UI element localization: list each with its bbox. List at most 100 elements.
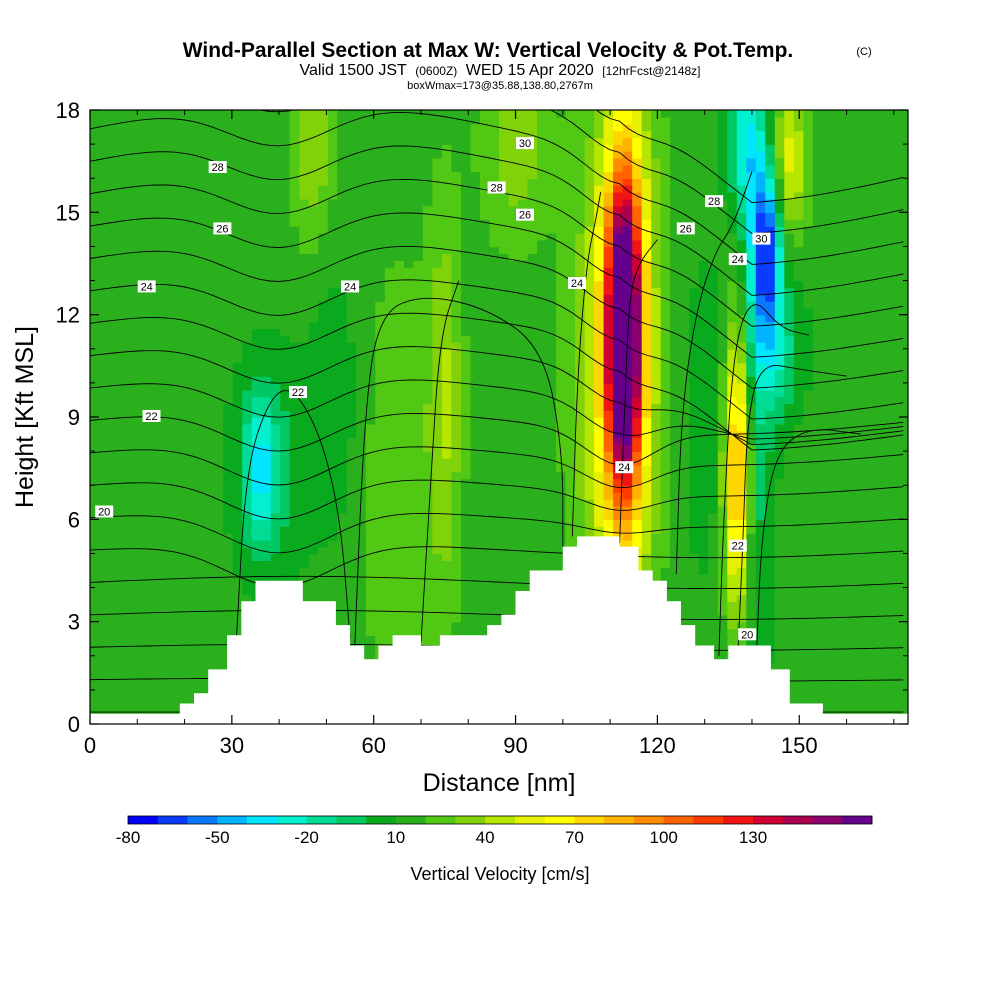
velocity-cell xyxy=(527,253,538,261)
velocity-cell xyxy=(422,437,434,446)
velocity-cell xyxy=(156,457,167,466)
velocity-cell xyxy=(346,464,358,473)
velocity-cell xyxy=(375,444,386,452)
velocity-cell xyxy=(518,348,529,357)
velocity-cell xyxy=(251,205,262,214)
velocity-cell xyxy=(508,294,519,302)
velocity-cell xyxy=(365,219,377,227)
velocity-cell xyxy=(575,144,586,152)
velocity-cell xyxy=(99,342,110,350)
velocity-cell xyxy=(318,417,329,425)
velocity-cell xyxy=(527,505,538,514)
velocity-cell xyxy=(118,130,129,139)
velocity-cell xyxy=(299,191,310,200)
velocity-cell xyxy=(375,307,386,316)
velocity-cell xyxy=(489,164,500,173)
velocity-cell xyxy=(118,185,129,193)
velocity-cell xyxy=(156,191,167,200)
velocity-cell xyxy=(156,171,167,179)
velocity-cell xyxy=(546,280,557,289)
velocity-cell xyxy=(499,219,510,227)
velocity-cell xyxy=(518,273,529,282)
velocity-cell xyxy=(194,164,205,173)
velocity-cell xyxy=(403,219,415,227)
velocity-cell xyxy=(128,519,139,527)
velocity-cell xyxy=(365,573,377,582)
velocity-cell xyxy=(337,348,348,357)
velocity-cell xyxy=(156,355,167,364)
velocity-cell xyxy=(156,307,167,316)
velocity-cell xyxy=(223,266,234,275)
velocity-cell xyxy=(489,485,500,493)
velocity-cell xyxy=(613,505,624,514)
velocity-cell xyxy=(232,232,243,241)
velocity-cell xyxy=(403,396,415,405)
velocity-cell xyxy=(232,505,243,514)
velocity-cell xyxy=(337,451,348,459)
velocity-cell xyxy=(318,137,329,145)
velocity-cell xyxy=(194,519,205,527)
velocity-cell xyxy=(280,239,291,248)
velocity-cell xyxy=(223,164,234,173)
velocity-cell xyxy=(375,226,386,234)
velocity-cell xyxy=(413,226,424,234)
velocity-cell xyxy=(147,369,158,377)
velocity-cell xyxy=(470,464,481,473)
velocity-cell xyxy=(318,403,329,411)
velocity-cell xyxy=(109,260,120,268)
velocity-cell xyxy=(480,294,491,302)
velocity-cell xyxy=(90,116,101,125)
velocity-cell xyxy=(270,185,281,193)
velocity-cell xyxy=(337,226,348,234)
velocity-cell xyxy=(537,123,548,132)
velocity-cell xyxy=(432,485,443,493)
velocity-cell xyxy=(318,587,329,596)
velocity-cell xyxy=(346,539,358,548)
velocity-cell xyxy=(194,150,205,159)
velocity-cell xyxy=(508,171,519,179)
velocity-cell xyxy=(194,171,205,179)
velocity-cell xyxy=(508,526,519,534)
velocity-cell xyxy=(166,191,177,200)
velocity-cell xyxy=(251,526,262,534)
velocity-cell xyxy=(204,171,215,179)
velocity-cell xyxy=(204,614,215,623)
velocity-cell xyxy=(175,417,186,425)
velocity-cell xyxy=(280,314,291,323)
velocity-cell xyxy=(594,137,605,145)
velocity-cell xyxy=(365,144,377,152)
velocity-cell xyxy=(346,505,358,514)
velocity-cell xyxy=(365,137,377,145)
velocity-cell xyxy=(232,130,243,139)
velocity-cell xyxy=(575,457,586,466)
velocity-cell xyxy=(613,498,624,507)
velocity-cell xyxy=(441,280,453,289)
velocity-cell xyxy=(432,191,443,200)
velocity-cell xyxy=(537,526,548,534)
velocity-cell xyxy=(137,614,148,623)
velocity-cell xyxy=(204,662,215,671)
velocity-cell xyxy=(489,260,500,268)
velocity-cell xyxy=(156,649,167,657)
velocity-cell xyxy=(356,342,367,350)
velocity-cell xyxy=(270,266,281,275)
velocity-cell xyxy=(299,539,310,548)
velocity-cell xyxy=(432,573,443,582)
velocity-cell xyxy=(280,321,291,330)
velocity-cell xyxy=(156,273,167,282)
velocity-cell xyxy=(280,417,291,425)
velocity-cell xyxy=(242,587,253,596)
velocity-cell xyxy=(461,437,472,446)
velocity-cell xyxy=(422,116,434,125)
velocity-cell xyxy=(603,253,614,261)
velocity-cell xyxy=(289,307,300,316)
velocity-cell xyxy=(365,376,377,384)
velocity-cell xyxy=(166,567,177,575)
velocity-cell xyxy=(289,335,300,343)
velocity-cell xyxy=(346,457,358,466)
velocity-cell xyxy=(508,232,519,241)
velocity-cell xyxy=(527,423,538,432)
velocity-cell xyxy=(90,649,101,657)
velocity-cell xyxy=(185,178,196,186)
velocity-cell xyxy=(346,239,358,248)
